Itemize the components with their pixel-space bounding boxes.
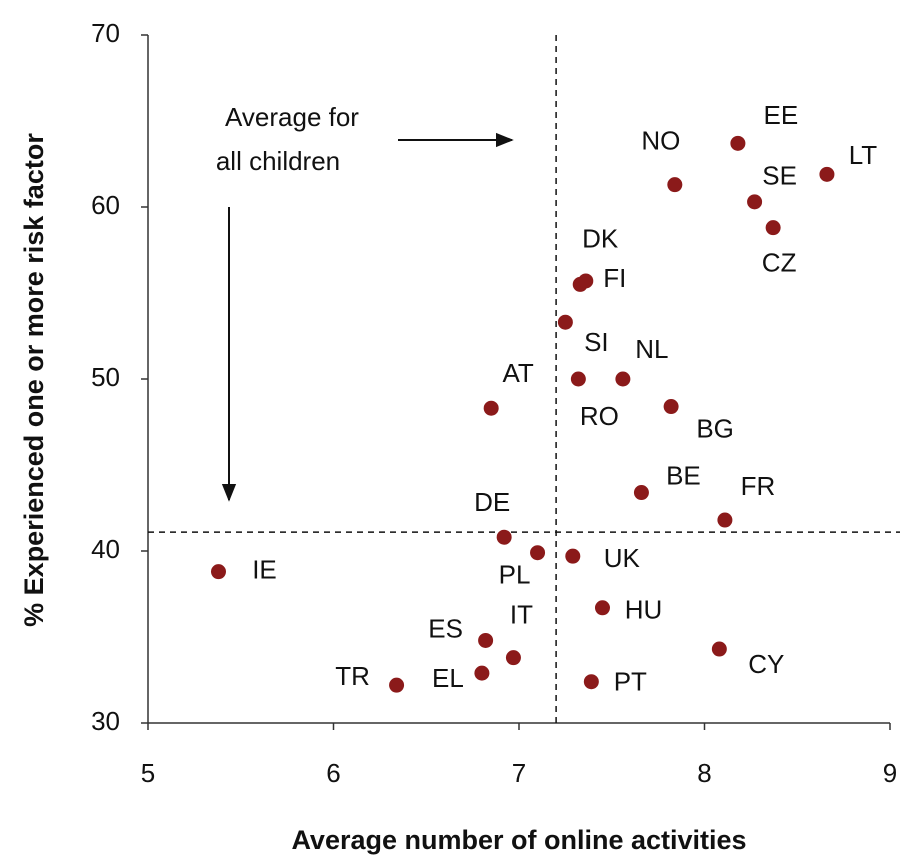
- point: [615, 371, 631, 387]
- point-label: NO: [641, 126, 680, 156]
- annotation: Average for: [225, 102, 359, 132]
- point: [474, 665, 490, 681]
- point: [747, 194, 763, 210]
- point: [765, 220, 781, 236]
- x-tick-label: 5: [141, 758, 155, 788]
- point: [557, 314, 573, 330]
- point-label: SI: [584, 327, 609, 357]
- point-label: HU: [625, 595, 663, 625]
- point: [478, 632, 494, 648]
- x-tick-label: 6: [326, 758, 340, 788]
- point-label: PL: [499, 560, 531, 590]
- point: [570, 371, 586, 387]
- point-label: DE: [474, 487, 510, 517]
- point-label: AT: [503, 358, 534, 388]
- point: [717, 512, 733, 528]
- point-label: LT: [849, 140, 878, 170]
- point-label: NL: [635, 334, 668, 364]
- point: [711, 641, 727, 657]
- y-tick-label: 50: [91, 362, 120, 392]
- x-tick-label: 8: [697, 758, 711, 788]
- point: [663, 399, 679, 415]
- point-label: RO: [580, 401, 619, 431]
- point: [483, 400, 499, 416]
- point-label: ES: [428, 613, 463, 643]
- point-label: DK: [582, 223, 619, 253]
- point-label: EL: [432, 663, 464, 693]
- y-axis-title: % Experienced one or more risk factor: [19, 133, 49, 627]
- point-label: CZ: [762, 248, 797, 278]
- point: [210, 564, 226, 580]
- x-axis-title: Average number of online activities: [291, 825, 746, 855]
- point: [530, 545, 546, 561]
- point: [819, 166, 835, 182]
- point-label: CY: [748, 649, 784, 679]
- point: [505, 650, 521, 666]
- y-tick-label: 40: [91, 534, 120, 564]
- point-label: IE: [252, 555, 277, 585]
- point-label: UK: [604, 543, 641, 573]
- y-tick-label: 60: [91, 190, 120, 220]
- x-tick-label: 7: [512, 758, 526, 788]
- y-tick-label: 30: [91, 706, 120, 736]
- point: [578, 273, 594, 289]
- point: [633, 485, 649, 501]
- point: [730, 135, 746, 151]
- point-label: BG: [696, 413, 734, 443]
- point-label: EE: [764, 100, 799, 130]
- y-tick-label: 70: [91, 18, 120, 48]
- point-label: BE: [666, 460, 701, 490]
- point-label: SE: [762, 161, 797, 191]
- x-tick-label: 9: [883, 758, 897, 788]
- point: [594, 600, 610, 616]
- point-label: FR: [741, 471, 776, 501]
- point: [667, 177, 683, 193]
- annotation: all children: [216, 146, 340, 176]
- point-label: FI: [603, 263, 626, 293]
- point-label: IT: [510, 600, 533, 630]
- point: [496, 529, 512, 545]
- point-label: PT: [614, 667, 647, 697]
- point: [389, 677, 405, 693]
- point: [565, 548, 581, 564]
- point-label: TR: [335, 661, 370, 691]
- point: [583, 674, 599, 690]
